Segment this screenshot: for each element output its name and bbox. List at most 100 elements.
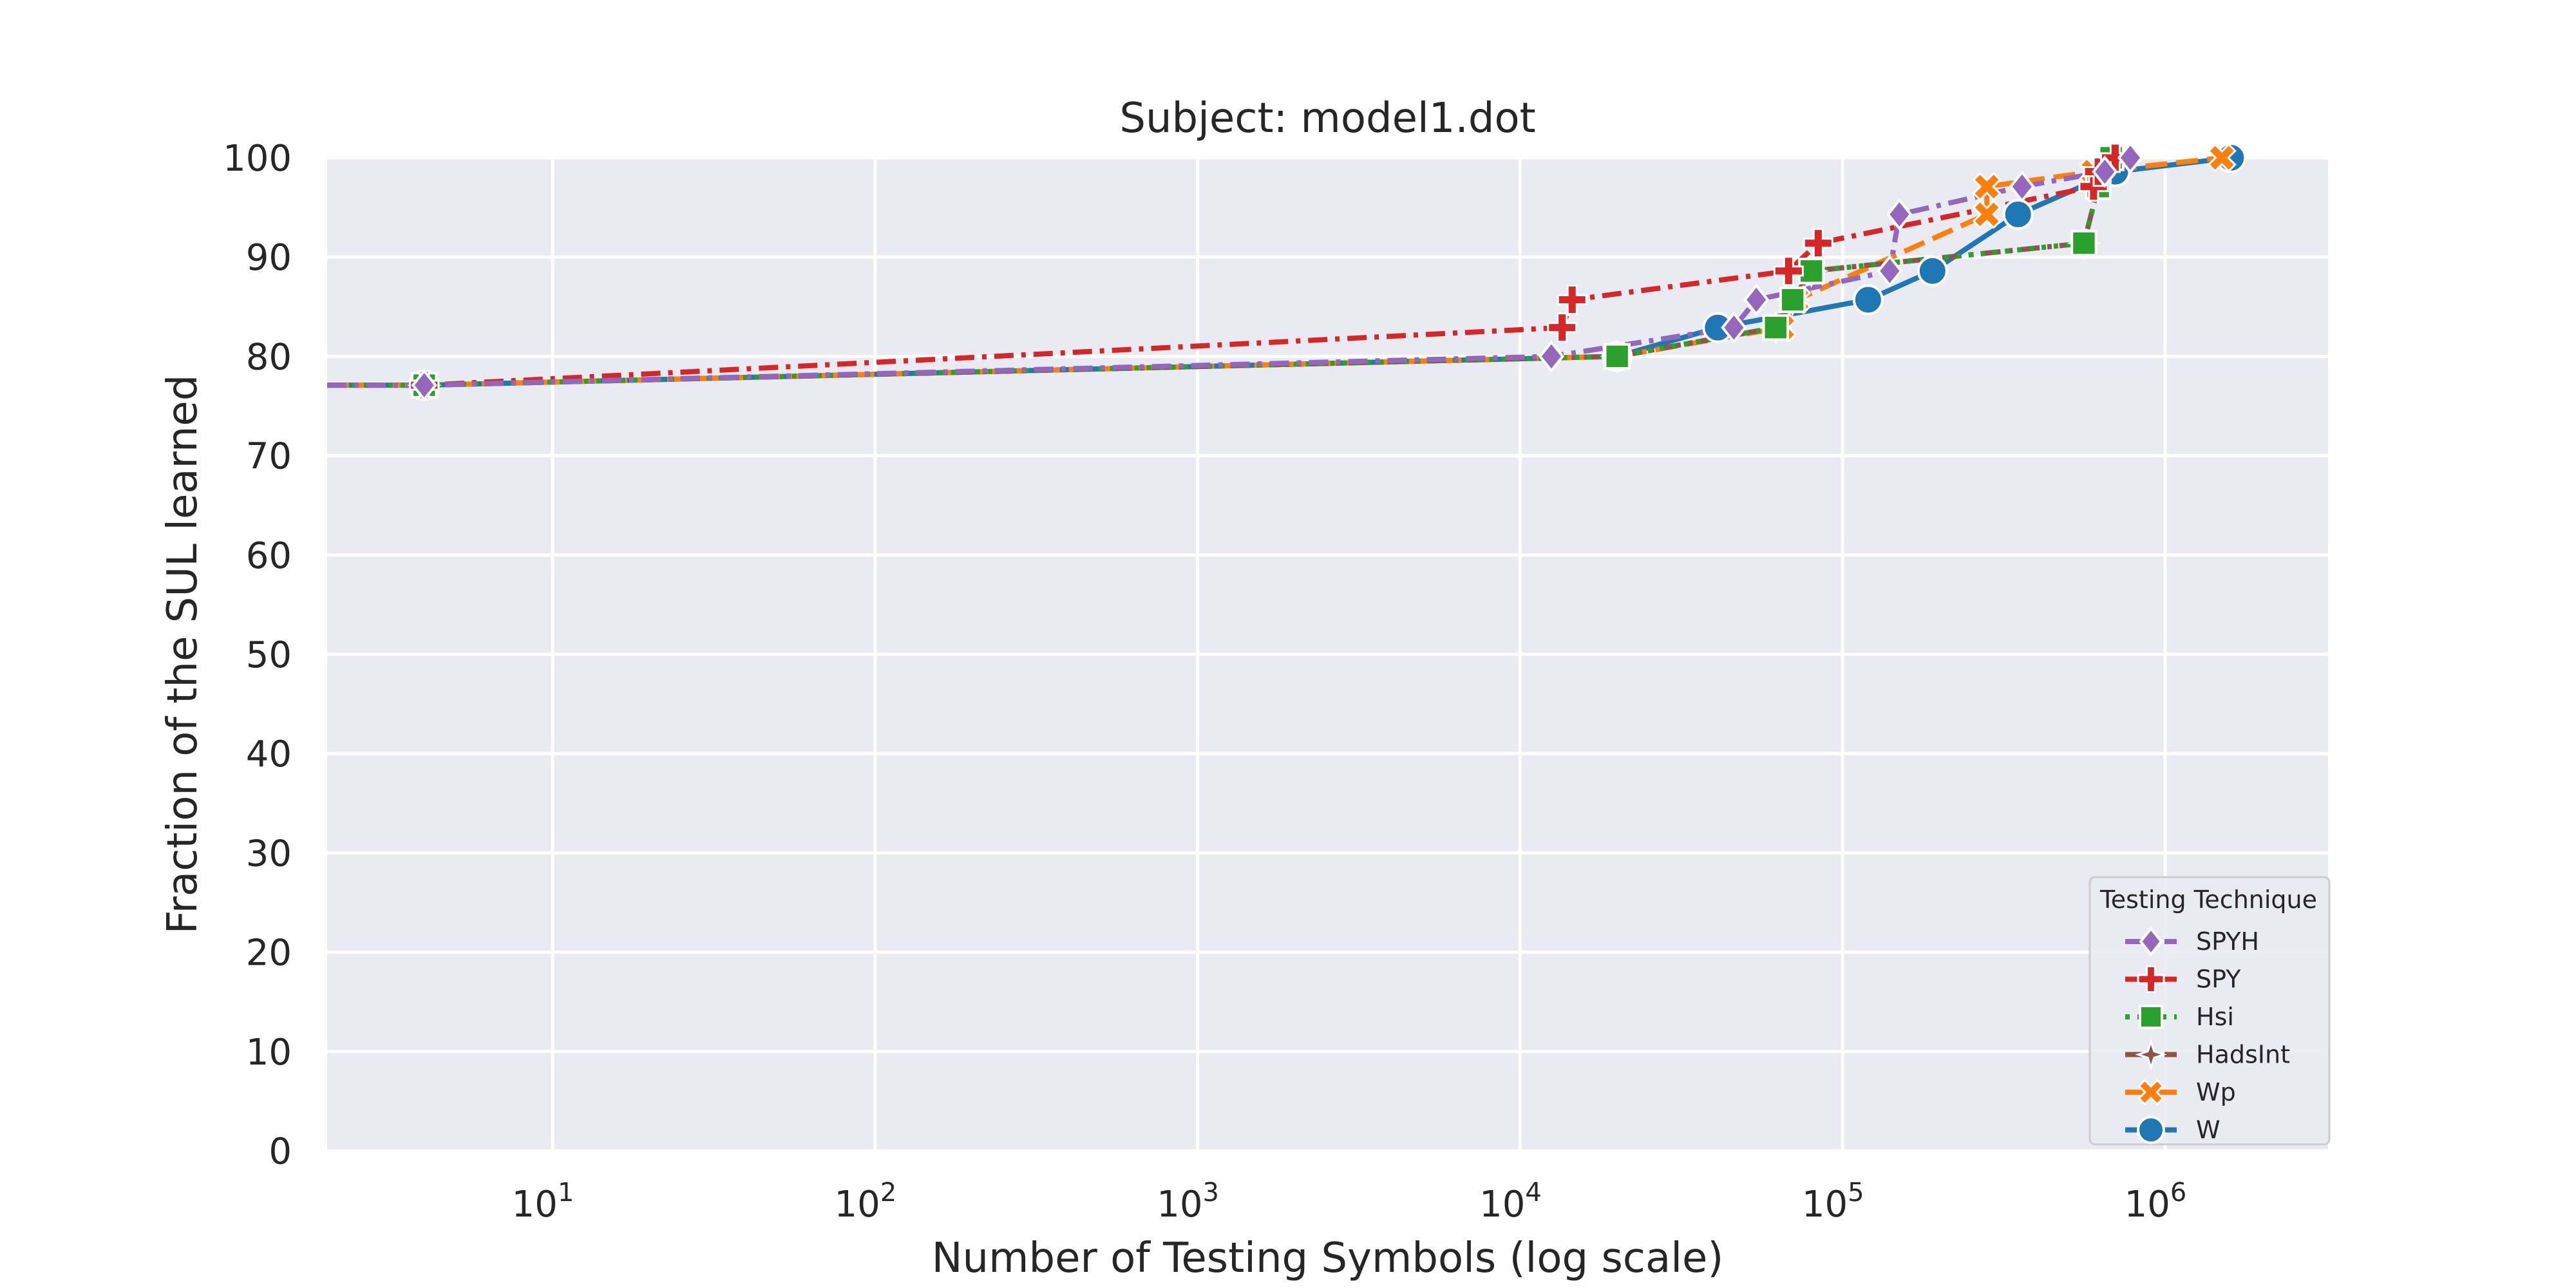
marker-diamond bbox=[2092, 155, 2118, 188]
y-tick-label: 30 bbox=[246, 833, 292, 875]
data-point-spyh bbox=[2117, 141, 2144, 175]
x-tick-exponent: 1 bbox=[558, 1178, 574, 1208]
marker-square bbox=[2070, 229, 2098, 257]
marker-circle bbox=[1917, 255, 1948, 287]
y-tick-label: 50 bbox=[246, 634, 292, 676]
y-tick-label: 80 bbox=[246, 336, 292, 378]
y-tick-label: 0 bbox=[269, 1131, 292, 1173]
legend: Testing Technique SPYH SPY Hsi HadsInt Wp W bbox=[2088, 876, 2331, 1146]
marker-diamond bbox=[1743, 283, 1770, 316]
legend-label: SPYH bbox=[2196, 927, 2259, 956]
legend-label: Wp bbox=[2196, 1078, 2236, 1106]
marker-diamond bbox=[2139, 926, 2163, 957]
legend-label: SPY bbox=[2196, 965, 2241, 994]
x-tick-base: 10 bbox=[1479, 1184, 1525, 1226]
marker-diamond bbox=[411, 368, 437, 402]
marker-diamond bbox=[1877, 254, 1903, 287]
marker-x bbox=[2207, 143, 2237, 173]
x-tick-exponent: 3 bbox=[1203, 1178, 1219, 1208]
marker-plus bbox=[1773, 256, 1804, 287]
marker-star bbox=[2135, 1038, 2167, 1071]
grid-lines bbox=[327, 156, 2328, 1153]
legend-title: Testing Technique bbox=[2099, 886, 2317, 914]
marker-x bbox=[1972, 172, 2002, 202]
data-point-spyh bbox=[1538, 340, 1565, 373]
y-tick-label: 90 bbox=[246, 237, 292, 279]
marker-x-shape bbox=[2137, 1079, 2164, 1106]
data-point-spyh bbox=[1877, 254, 1903, 287]
marker-x bbox=[2137, 1079, 2164, 1106]
marker-plus bbox=[1803, 228, 1833, 259]
series-markers bbox=[406, 140, 2247, 402]
data-point-spy bbox=[1773, 256, 1804, 287]
data-point-wp bbox=[2207, 143, 2237, 173]
data-point-spyh bbox=[2009, 170, 2035, 203]
marker-diamond bbox=[2009, 170, 2035, 203]
legend-label: W bbox=[2196, 1116, 2221, 1144]
data-point-wp bbox=[1972, 172, 2002, 202]
data-point-spyh bbox=[2092, 155, 2118, 188]
marker-x-shape bbox=[2207, 143, 2237, 173]
x-tick-base: 10 bbox=[1802, 1184, 1848, 1226]
y-tick-label: 70 bbox=[246, 436, 292, 478]
marker-circle bbox=[2002, 198, 2034, 230]
x-tick-base: 10 bbox=[512, 1184, 558, 1226]
x-tick-label: 103 bbox=[1157, 1178, 1219, 1226]
x-tick-exponent: 4 bbox=[1525, 1178, 1541, 1208]
data-point-spy bbox=[1557, 285, 1587, 316]
data-point-hsi bbox=[2070, 229, 2098, 257]
x-tick-label: 104 bbox=[1479, 1178, 1542, 1226]
x-tick-base: 10 bbox=[1157, 1184, 1202, 1226]
x-axis-title: Number of Testing Symbols (log scale) bbox=[932, 1235, 1724, 1282]
data-point-hsi bbox=[1762, 314, 1789, 341]
legend-item-wp: Wp bbox=[2125, 1078, 2236, 1106]
data-point-spyh bbox=[1743, 283, 1770, 316]
legend-label: Hsi bbox=[2196, 1003, 2234, 1031]
chart-title: Subject: model1.dot bbox=[1119, 95, 1535, 142]
data-point-spy bbox=[1803, 228, 1833, 259]
legend-label: HadsInt bbox=[2196, 1041, 2290, 1069]
data-point-spy bbox=[2099, 142, 2130, 173]
data-point-spyh bbox=[1886, 198, 1913, 231]
data-point-spy bbox=[1547, 312, 1578, 343]
marker-plus bbox=[2099, 142, 2130, 173]
data-point-hsi bbox=[1604, 343, 1631, 370]
x-tick-label: 101 bbox=[512, 1178, 574, 1226]
x-tick-label: 102 bbox=[834, 1178, 896, 1226]
marker-square bbox=[2139, 1005, 2163, 1029]
x-tick-base: 10 bbox=[834, 1184, 880, 1226]
y-tick-label: 100 bbox=[223, 138, 292, 180]
marker-square bbox=[1779, 286, 1806, 314]
marker-circle bbox=[1852, 284, 1884, 316]
legend-item-hsi: Hsi bbox=[2125, 1003, 2234, 1031]
data-point-w bbox=[1917, 255, 1948, 287]
x-tick-exponent: 2 bbox=[880, 1178, 896, 1208]
x-tick-base: 10 bbox=[2125, 1184, 2170, 1226]
data-point-w bbox=[1852, 284, 1884, 316]
x-tick-exponent: 5 bbox=[1848, 1178, 1864, 1208]
marker-plus bbox=[1557, 285, 1587, 316]
legend-item-w: W bbox=[2125, 1115, 2221, 1144]
data-point-hsi bbox=[1779, 286, 1806, 314]
data-point-w bbox=[2002, 198, 2034, 230]
marker-x-shape bbox=[1972, 172, 2002, 202]
marker-circle bbox=[2137, 1115, 2165, 1144]
marker-diamond bbox=[2117, 141, 2144, 175]
marker-diamond bbox=[1886, 198, 1913, 231]
x-tick-exponent: 6 bbox=[2170, 1178, 2186, 1208]
marker-plus bbox=[1547, 312, 1578, 343]
marker-diamond bbox=[1538, 340, 1565, 373]
y-tick-label: 60 bbox=[246, 535, 292, 577]
x-tick-label: 106 bbox=[2125, 1178, 2187, 1226]
data-point-spyh bbox=[1721, 311, 1747, 344]
data-point-spyh bbox=[411, 368, 437, 402]
legend-item-spyh: SPYH bbox=[2125, 926, 2259, 957]
y-tick-label: 10 bbox=[246, 1032, 292, 1074]
marker-diamond bbox=[1721, 311, 1747, 344]
marker-plus bbox=[2137, 965, 2165, 993]
marker-square bbox=[1604, 343, 1631, 370]
marker-square bbox=[1762, 314, 1789, 341]
